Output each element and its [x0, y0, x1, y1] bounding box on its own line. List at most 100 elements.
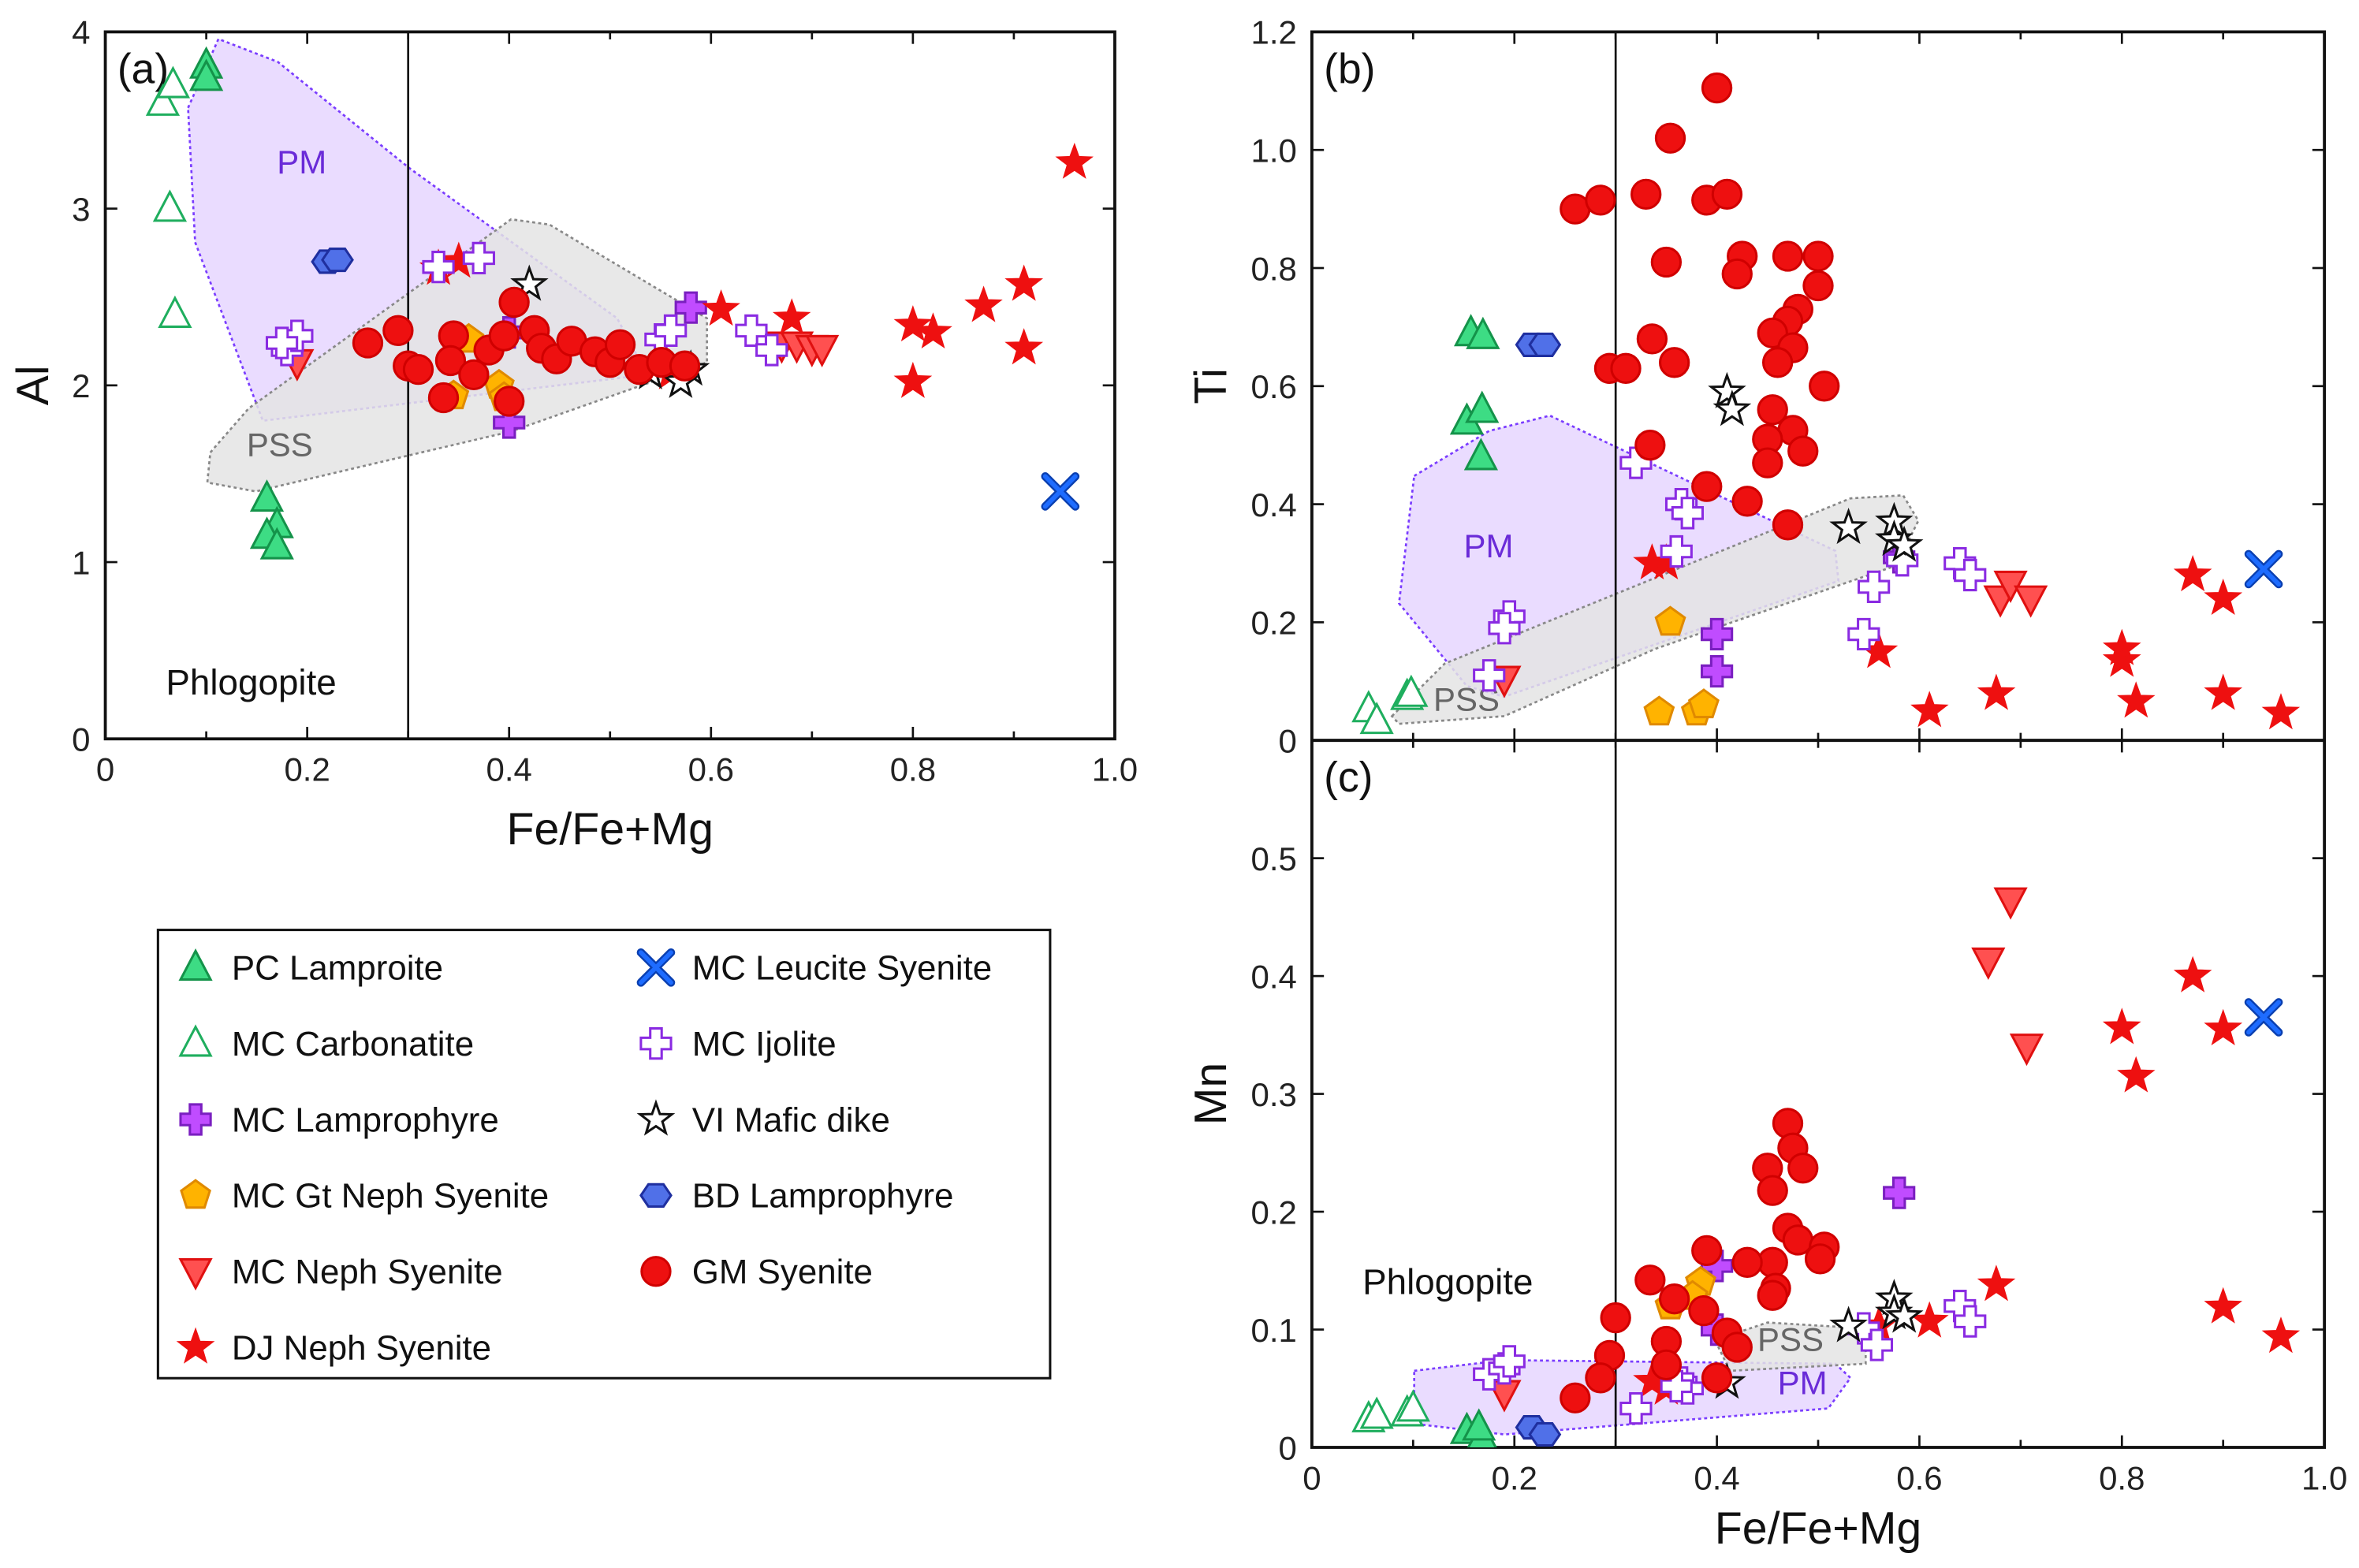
dj-neph-syenite-marker — [2102, 640, 2141, 677]
panel-label: (a) — [117, 46, 169, 92]
gm-syenite-marker — [1752, 447, 1783, 479]
gm-syenite-marker — [1757, 394, 1788, 426]
data-points — [145, 46, 1094, 560]
mc-carbonatite-marker — [155, 65, 191, 99]
gm-syenite-marker — [1787, 435, 1819, 467]
x-tick-label: 0.2 — [284, 751, 330, 788]
gm-syenite-marker — [1809, 371, 1840, 402]
mc-leucite-syenite-marker — [2244, 998, 2283, 1037]
panel-label: (b) — [1324, 46, 1375, 92]
mc-carbonatite-marker — [158, 295, 192, 328]
gm-syenite-marker — [1802, 240, 1834, 272]
mc-leucite-syenite-series — [2244, 998, 2283, 1037]
mc-lamprophyre-marker — [1700, 654, 1734, 688]
bd-lamprophyre-marker — [1528, 1421, 1562, 1447]
vi-mafic-dike-marker — [636, 1099, 676, 1136]
vi-mafic-dike-marker — [510, 264, 549, 301]
y-tick-label: 0.3 — [1250, 1076, 1296, 1113]
y-tick-label: 4 — [72, 14, 90, 51]
mc-lamprophyre-marker — [1883, 1176, 1916, 1209]
y-tick-label: 1.2 — [1250, 14, 1296, 51]
gm-syenite-marker — [1757, 1279, 1788, 1311]
gm-syenite-marker — [402, 354, 434, 385]
x-tick-label: 1.0 — [2301, 1459, 2347, 1496]
gm-syenite-marker — [1802, 270, 1834, 302]
dj-neph-syenite-marker — [2204, 1008, 2243, 1045]
gm-syenite-marker — [1721, 258, 1753, 290]
y-tick-label: 0.6 — [1250, 368, 1296, 405]
legend-item-vi-mafic-dike: VI Mafic dike — [636, 1099, 890, 1139]
mc-leucite-syenite-marker — [2244, 549, 2283, 589]
x-axis-label: Fe/Fe+Mg — [507, 804, 714, 855]
mc-carbonatite-marker — [1396, 1389, 1430, 1422]
vi-mafic-dike-marker — [1829, 508, 1868, 545]
legend-item-mc-neph-syenite: MC Neph Syenite — [178, 1253, 503, 1291]
legend-label: VI Mafic dike — [692, 1101, 890, 1139]
dj-neph-syenite-marker — [2204, 673, 2243, 710]
mc-lamprophyre-marker — [674, 291, 707, 324]
legend-item-pc-lamproite: PC Lamproite — [178, 948, 443, 988]
mc-neph-syenite-marker — [805, 334, 840, 367]
mc-carbonatite-series — [1351, 674, 1429, 735]
plot-frame — [1310, 739, 2327, 1449]
gm-syenite-marker — [352, 327, 384, 359]
gm-syenite-marker — [1787, 1153, 1819, 1184]
mc-carbonatite-marker — [152, 189, 188, 222]
mc-ijolite-marker — [1860, 1328, 1894, 1361]
panel-a: PM PSS 0 1 2 3 4 0 0.2 0.4 0.6 0.8 1.0 Fe/Fe+Mg Al (a) P… — [8, 14, 1138, 855]
vi-mafic-dike-marker — [1829, 1305, 1868, 1343]
dj-neph-syenite-marker — [964, 285, 1003, 322]
gm-syenite-marker — [1711, 178, 1743, 210]
x-tick-label: 0.6 — [1896, 1459, 1942, 1496]
gm-syenite-marker — [1772, 240, 1804, 272]
legend-box — [156, 929, 1052, 1380]
legend-label: MC Ijolite — [692, 1025, 837, 1063]
mc-neph-syenite-marker — [2009, 1034, 2044, 1067]
mc-ijolite-marker — [1493, 1345, 1526, 1378]
mc-ijolite-marker — [1847, 617, 1880, 651]
dj-neph-syenite-marker — [2117, 681, 2156, 718]
y-tick-label: 0 — [1278, 1429, 1296, 1466]
pc-lamproite-marker — [249, 479, 285, 512]
vi-mafic-dike-marker — [1884, 525, 1924, 562]
phlogopite-annotation: Phlogopite — [166, 662, 336, 702]
gm-syenite-marker — [1691, 1235, 1723, 1267]
y-tick-label: 0.5 — [1250, 840, 1296, 877]
pc-lamproite-series — [1449, 314, 1500, 471]
gm-syenite-series — [352, 286, 701, 417]
mc-ijolite-marker — [422, 251, 455, 284]
gm-syenite-marker — [1731, 486, 1763, 517]
x-tick-label: 0.4 — [486, 751, 532, 788]
y-tick-label: 1 — [72, 544, 90, 581]
mc-ijolite-marker — [462, 241, 495, 275]
data-points — [1351, 887, 2301, 1447]
dj-neph-syenite-marker — [2261, 693, 2301, 730]
y-tick-label: 1.0 — [1250, 132, 1296, 169]
phlogopite-annotation: Phlogopite — [1362, 1262, 1533, 1302]
gm-syenite-marker — [434, 345, 467, 377]
legend: PC Lamproite MC Carbonatite MC Lamprophyre… — [156, 929, 1052, 1380]
mc-carbonatite-marker — [1394, 674, 1429, 707]
dj-neph-syenite-marker — [2173, 955, 2212, 993]
panel-c: PM PSS 0 0.1 0.2 0.3 0.4 0.5 0 0.2 0.4 0.6 0.8 1.0 Fe/… — [1186, 739, 2347, 1554]
x-tick-label: 0.8 — [890, 751, 936, 788]
dj-neph-syenite-marker — [893, 305, 933, 342]
x-tick-label: 0 — [96, 751, 114, 788]
mc-neph-syenite-marker — [2014, 585, 2048, 618]
plot-frame — [103, 30, 1116, 741]
dj-neph-syenite-marker — [893, 361, 933, 398]
bd-lamprophyre-marker — [639, 1183, 673, 1209]
gm-syenite-marker — [640, 1256, 672, 1287]
pc-lamproite-marker — [1466, 316, 1500, 349]
y-tick-label: 0 — [1278, 722, 1296, 759]
gm-syenite-marker — [1650, 246, 1683, 278]
mc-ijolite-marker — [639, 1027, 673, 1060]
mc-neph-syenite-marker — [1993, 887, 2028, 920]
pc-lamproite-marker — [1465, 390, 1500, 423]
dj-neph-syenite-marker — [2102, 1007, 2141, 1045]
mc-leucite-syenite-series — [2244, 549, 2283, 589]
y-tick-label: 0.2 — [1250, 1194, 1296, 1231]
bd-lamprophyre-marker — [1528, 332, 1562, 357]
gm-syenite-series — [1560, 1108, 1840, 1413]
